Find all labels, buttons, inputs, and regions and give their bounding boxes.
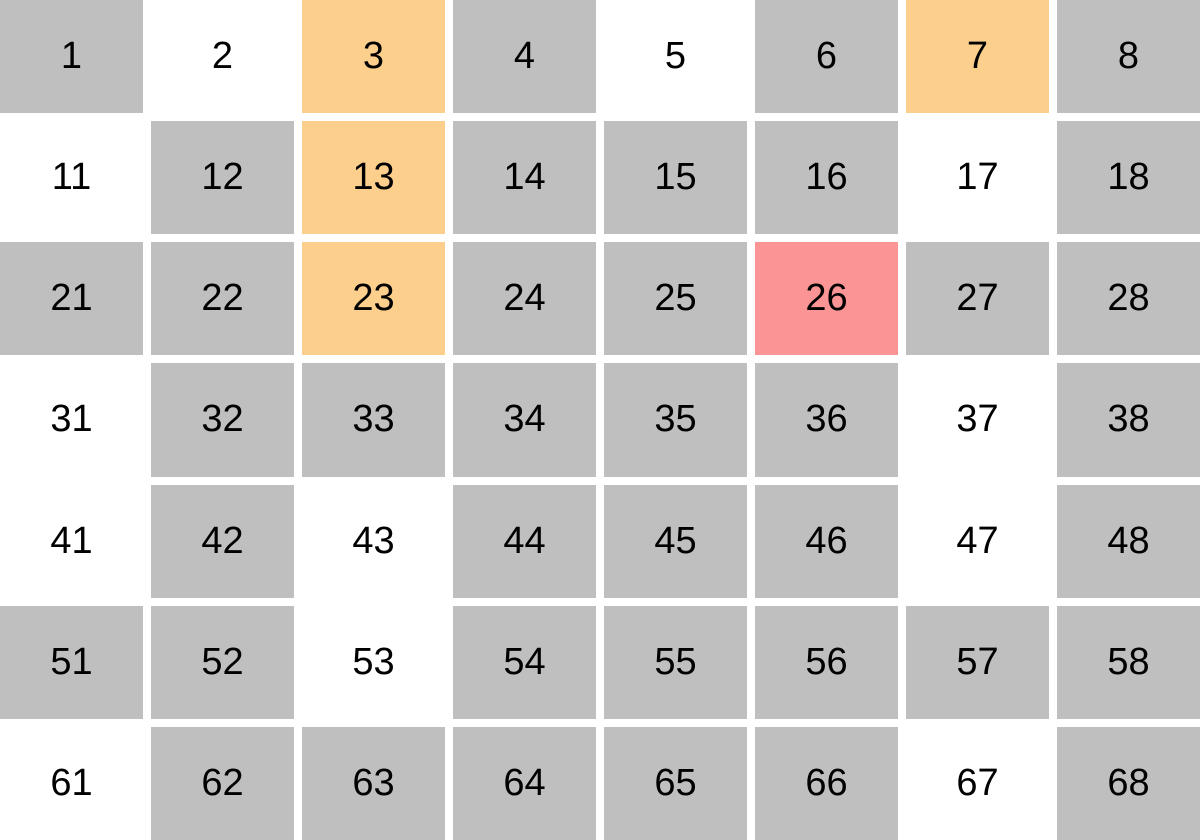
grid-cell-52[interactable]: 52 — [151, 606, 294, 719]
grid-cell-65[interactable]: 65 — [604, 727, 747, 840]
grid-cell-26[interactable]: 26 — [755, 242, 898, 355]
grid-cell-15[interactable]: 15 — [604, 121, 747, 234]
grid-cell-58[interactable]: 58 — [1057, 606, 1200, 719]
grid-cell-6[interactable]: 6 — [755, 0, 898, 113]
grid-cell-54[interactable]: 54 — [453, 606, 596, 719]
grid-cell-11[interactable]: 11 — [0, 121, 143, 234]
grid-cell-18[interactable]: 18 — [1057, 121, 1200, 234]
grid-cell-62[interactable]: 62 — [151, 727, 294, 840]
grid-cell-43[interactable]: 43 — [302, 485, 445, 598]
grid-cell-4[interactable]: 4 — [453, 0, 596, 113]
grid-cell-24[interactable]: 24 — [453, 242, 596, 355]
grid-cell-46[interactable]: 46 — [755, 485, 898, 598]
grid-cell-12[interactable]: 12 — [151, 121, 294, 234]
grid-cell-67[interactable]: 67 — [906, 727, 1049, 840]
grid-cell-47[interactable]: 47 — [906, 485, 1049, 598]
grid-cell-32[interactable]: 32 — [151, 363, 294, 476]
grid-cell-63[interactable]: 63 — [302, 727, 445, 840]
grid-cell-66[interactable]: 66 — [755, 727, 898, 840]
grid-cell-37[interactable]: 37 — [906, 363, 1049, 476]
grid-cell-33[interactable]: 33 — [302, 363, 445, 476]
grid-cell-51[interactable]: 51 — [0, 606, 143, 719]
grid-cell-53[interactable]: 53 — [302, 606, 445, 719]
grid-cell-27[interactable]: 27 — [906, 242, 1049, 355]
grid-cell-13[interactable]: 13 — [302, 121, 445, 234]
grid-cell-42[interactable]: 42 — [151, 485, 294, 598]
grid-cell-7[interactable]: 7 — [906, 0, 1049, 113]
grid-cell-57[interactable]: 57 — [906, 606, 1049, 719]
grid-cell-5[interactable]: 5 — [604, 0, 747, 113]
grid-cell-56[interactable]: 56 — [755, 606, 898, 719]
grid-cell-1[interactable]: 1 — [0, 0, 143, 113]
grid-cell-36[interactable]: 36 — [755, 363, 898, 476]
grid-cell-28[interactable]: 28 — [1057, 242, 1200, 355]
grid-cell-41[interactable]: 41 — [0, 485, 143, 598]
grid-cell-35[interactable]: 35 — [604, 363, 747, 476]
grid-cell-25[interactable]: 25 — [604, 242, 747, 355]
grid-cell-61[interactable]: 61 — [0, 727, 143, 840]
grid-cell-16[interactable]: 16 — [755, 121, 898, 234]
grid-cell-38[interactable]: 38 — [1057, 363, 1200, 476]
grid-cell-34[interactable]: 34 — [453, 363, 596, 476]
number-grid: 1234567811121314151617182122232425262728… — [0, 0, 1200, 840]
grid-cell-48[interactable]: 48 — [1057, 485, 1200, 598]
grid-cell-64[interactable]: 64 — [453, 727, 596, 840]
grid-cell-45[interactable]: 45 — [604, 485, 747, 598]
grid-cell-44[interactable]: 44 — [453, 485, 596, 598]
grid-cell-55[interactable]: 55 — [604, 606, 747, 719]
grid-cell-31[interactable]: 31 — [0, 363, 143, 476]
grid-cell-22[interactable]: 22 — [151, 242, 294, 355]
grid-cell-2[interactable]: 2 — [151, 0, 294, 113]
grid-cell-17[interactable]: 17 — [906, 121, 1049, 234]
grid-cell-21[interactable]: 21 — [0, 242, 143, 355]
grid-cell-23[interactable]: 23 — [302, 242, 445, 355]
grid-cell-14[interactable]: 14 — [453, 121, 596, 234]
grid-cell-68[interactable]: 68 — [1057, 727, 1200, 840]
grid-cell-3[interactable]: 3 — [302, 0, 445, 113]
grid-cell-8[interactable]: 8 — [1057, 0, 1200, 113]
